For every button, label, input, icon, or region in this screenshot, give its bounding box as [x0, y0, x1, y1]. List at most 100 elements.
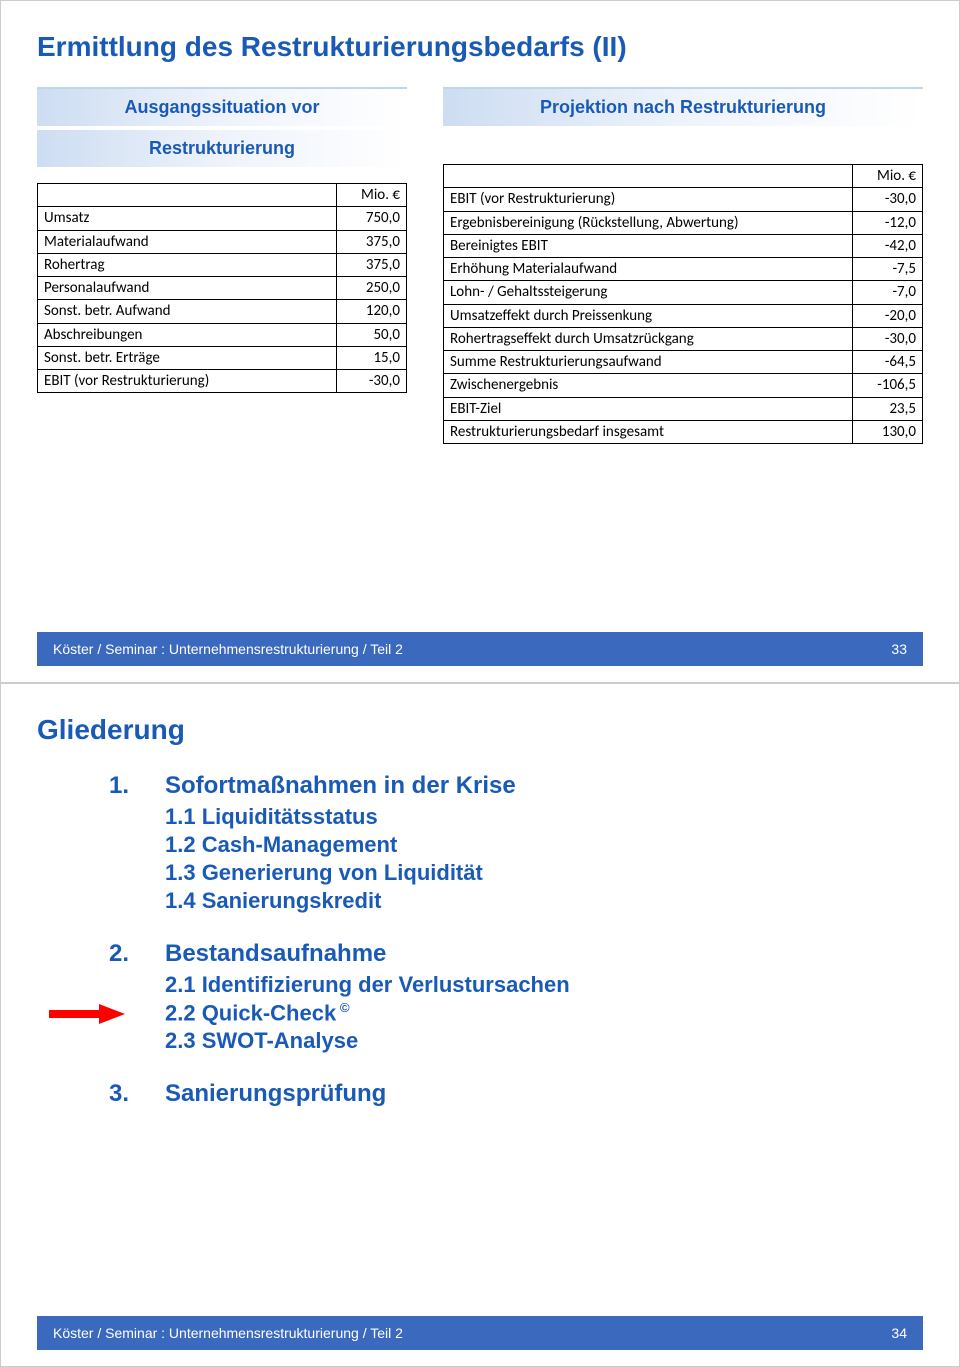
outline-number: 3.	[109, 1080, 165, 1108]
footer-text: Köster / Seminar : Unternehmensrestruktu…	[53, 641, 403, 657]
blank-header	[38, 184, 337, 207]
table-row: Rohertragseffekt durch Umsatzrückgang-30…	[444, 327, 923, 350]
table-row: EBIT (vor Restrukturierung)-30,0	[444, 188, 923, 211]
cell-value: -7,5	[853, 258, 923, 281]
outline: 1.Sofortmaßnahmen in der Krise 1.1 Liquid…	[109, 772, 923, 1108]
cell-label: Bereinigtes EBIT	[444, 234, 853, 257]
cell-label: Restrukturierungsbedarf insgesamt	[444, 420, 853, 443]
outline-text: Bestandsaufnahme	[165, 940, 386, 968]
cell-label: Personalaufwand	[38, 277, 337, 300]
cell-value: -30,0	[337, 370, 407, 393]
cell-label: Umsatz	[38, 207, 337, 230]
outline-level2: 1.4 Sanierungskredit	[165, 888, 923, 914]
outline-number: 1.	[109, 772, 165, 800]
cell-value: 750,0	[337, 207, 407, 230]
table-row: Zwischenergebnis-106,5	[444, 374, 923, 397]
cell-label: Sonst. betr. Erträge	[38, 346, 337, 369]
col-right: Projektion nach Restrukturierung Mio. € …	[443, 87, 923, 444]
left-heading-1: Ausgangssituation vor	[37, 87, 407, 126]
page-number-2: 34	[891, 1325, 907, 1341]
cell-label: Materialaufwand	[38, 230, 337, 253]
cell-label: Zwischenergebnis	[444, 374, 853, 397]
cell-value: -7,0	[853, 281, 923, 304]
outline-number: 2.	[109, 940, 165, 968]
cell-label: EBIT-Ziel	[444, 397, 853, 420]
table-row: Sonst. betr. Erträge15,0	[38, 346, 407, 369]
cell-value: -12,0	[853, 211, 923, 234]
table-row: EBIT-Ziel23,5	[444, 397, 923, 420]
table-row: Lohn- / Gehaltssteigerung-7,0	[444, 281, 923, 304]
cell-label: Erhöhung Materialaufwand	[444, 258, 853, 281]
table-row: Bereinigtes EBIT-42,0	[444, 234, 923, 257]
outline-level1: 3.Sanierungsprüfung	[109, 1080, 923, 1108]
table-row: Personalaufwand250,0	[38, 277, 407, 300]
cell-label: Rohertragseffekt durch Umsatzrückgang	[444, 327, 853, 350]
outline-sub-text: 2.3 SWOT-Analyse	[165, 1028, 358, 1053]
table-row: Abschreibungen50,0	[38, 323, 407, 346]
cell-label: Sonst. betr. Aufwand	[38, 300, 337, 323]
cell-value: -42,0	[853, 234, 923, 257]
outline-sub-text: 1.2 Cash-Management	[165, 832, 397, 857]
cell-value: 120,0	[337, 300, 407, 323]
slide-34: Gliederung 1.Sofortmaßnahmen in der Kris…	[0, 683, 960, 1367]
cell-label: Umsatzeffekt durch Preissenkung	[444, 304, 853, 327]
table-row: Umsatz750,0	[38, 207, 407, 230]
arrow-icon	[49, 1004, 125, 1022]
table-row: EBIT (vor Restrukturierung)-30,0	[38, 370, 407, 393]
right-heading: Projektion nach Restrukturierung	[443, 87, 923, 126]
table-row: Sonst. betr. Aufwand120,0	[38, 300, 407, 323]
outline-sub-text: 2.1 Identifizierung der Verlustursachen	[165, 972, 570, 997]
slide-title-2: Gliederung	[37, 714, 923, 746]
page-number: 33	[891, 641, 907, 657]
cell-value: 375,0	[337, 253, 407, 276]
table-right-body: EBIT (vor Restrukturierung)-30,0Ergebnis…	[444, 188, 923, 444]
outline-level2: 1.2 Cash-Management	[165, 832, 923, 858]
cell-value: -106,5	[853, 374, 923, 397]
footer-bar-33: Köster / Seminar : Unternehmensrestruktu…	[37, 632, 923, 666]
table-row: Materialaufwand375,0	[38, 230, 407, 253]
slide-title: Ermittlung des Restrukturierungsbedarfs …	[37, 31, 923, 63]
table-row: Rohertrag375,0	[38, 253, 407, 276]
cell-value: 130,0	[853, 420, 923, 443]
cell-label: Lohn- / Gehaltssteigerung	[444, 281, 853, 304]
cell-value: -30,0	[853, 188, 923, 211]
cell-value: 50,0	[337, 323, 407, 346]
currency-header-left: Mio. €	[337, 184, 407, 207]
table-row: Ergebnisbereinigung (Rückstellung, Abwer…	[444, 211, 923, 234]
footer-bar-34: Köster / Seminar : Unternehmensrestruktu…	[37, 1316, 923, 1350]
superscript: ©	[336, 1000, 349, 1015]
outline-sub-text: 1.3 Generierung von Liquidität	[165, 860, 483, 885]
table-right: Mio. € EBIT (vor Restrukturierung)-30,0E…	[443, 164, 923, 444]
outline-level2: 1.1 Liquiditätsstatus	[165, 804, 923, 830]
cell-value: -64,5	[853, 351, 923, 374]
columns: Ausgangssituation vor Restrukturierung M…	[37, 87, 923, 444]
blank-header-r	[444, 165, 853, 188]
cell-label: Rohertrag	[38, 253, 337, 276]
outline-text: Sofortmaßnahmen in der Krise	[165, 772, 516, 800]
outline-sub-text: 1.4 Sanierungskredit	[165, 888, 381, 913]
cell-label: Abschreibungen	[38, 323, 337, 346]
table-row: Umsatzeffekt durch Preissenkung-20,0	[444, 304, 923, 327]
cell-value: 23,5	[853, 397, 923, 420]
col-left: Ausgangssituation vor Restrukturierung M…	[37, 87, 407, 393]
cell-value: -30,0	[853, 327, 923, 350]
cell-value: 250,0	[337, 277, 407, 300]
cell-label: EBIT (vor Restrukturierung)	[444, 188, 853, 211]
table-left: Mio. € Umsatz750,0Materialaufwand375,0Ro…	[37, 183, 407, 393]
outline-text: Sanierungsprüfung	[165, 1080, 386, 1108]
outline-sub-text: 2.2 Quick-Check	[165, 1000, 336, 1025]
outline-level1: 2.Bestandsaufnahme	[109, 940, 923, 968]
table-row: Restrukturierungsbedarf insgesamt130,0	[444, 420, 923, 443]
table-left-body: Umsatz750,0Materialaufwand375,0Rohertrag…	[38, 207, 407, 393]
cell-value: -20,0	[853, 304, 923, 327]
cell-label: Summe Restrukturierungsaufwand	[444, 351, 853, 374]
outline-sub-text: 1.1 Liquiditätsstatus	[165, 804, 378, 829]
outline-level2: 2.1 Identifizierung der Verlustursachen	[165, 972, 923, 998]
cell-label: Ergebnisbereinigung (Rückstellung, Abwer…	[444, 211, 853, 234]
table-row: Summe Restrukturierungsaufwand-64,5	[444, 351, 923, 374]
left-heading-2: Restrukturierung	[37, 130, 407, 167]
outline-level1: 1.Sofortmaßnahmen in der Krise	[109, 772, 923, 800]
outline-level2: 2.3 SWOT-Analyse	[165, 1028, 923, 1054]
currency-header-right: Mio. €	[853, 165, 923, 188]
outline-level2: 2.2 Quick-Check ©	[165, 1000, 923, 1026]
